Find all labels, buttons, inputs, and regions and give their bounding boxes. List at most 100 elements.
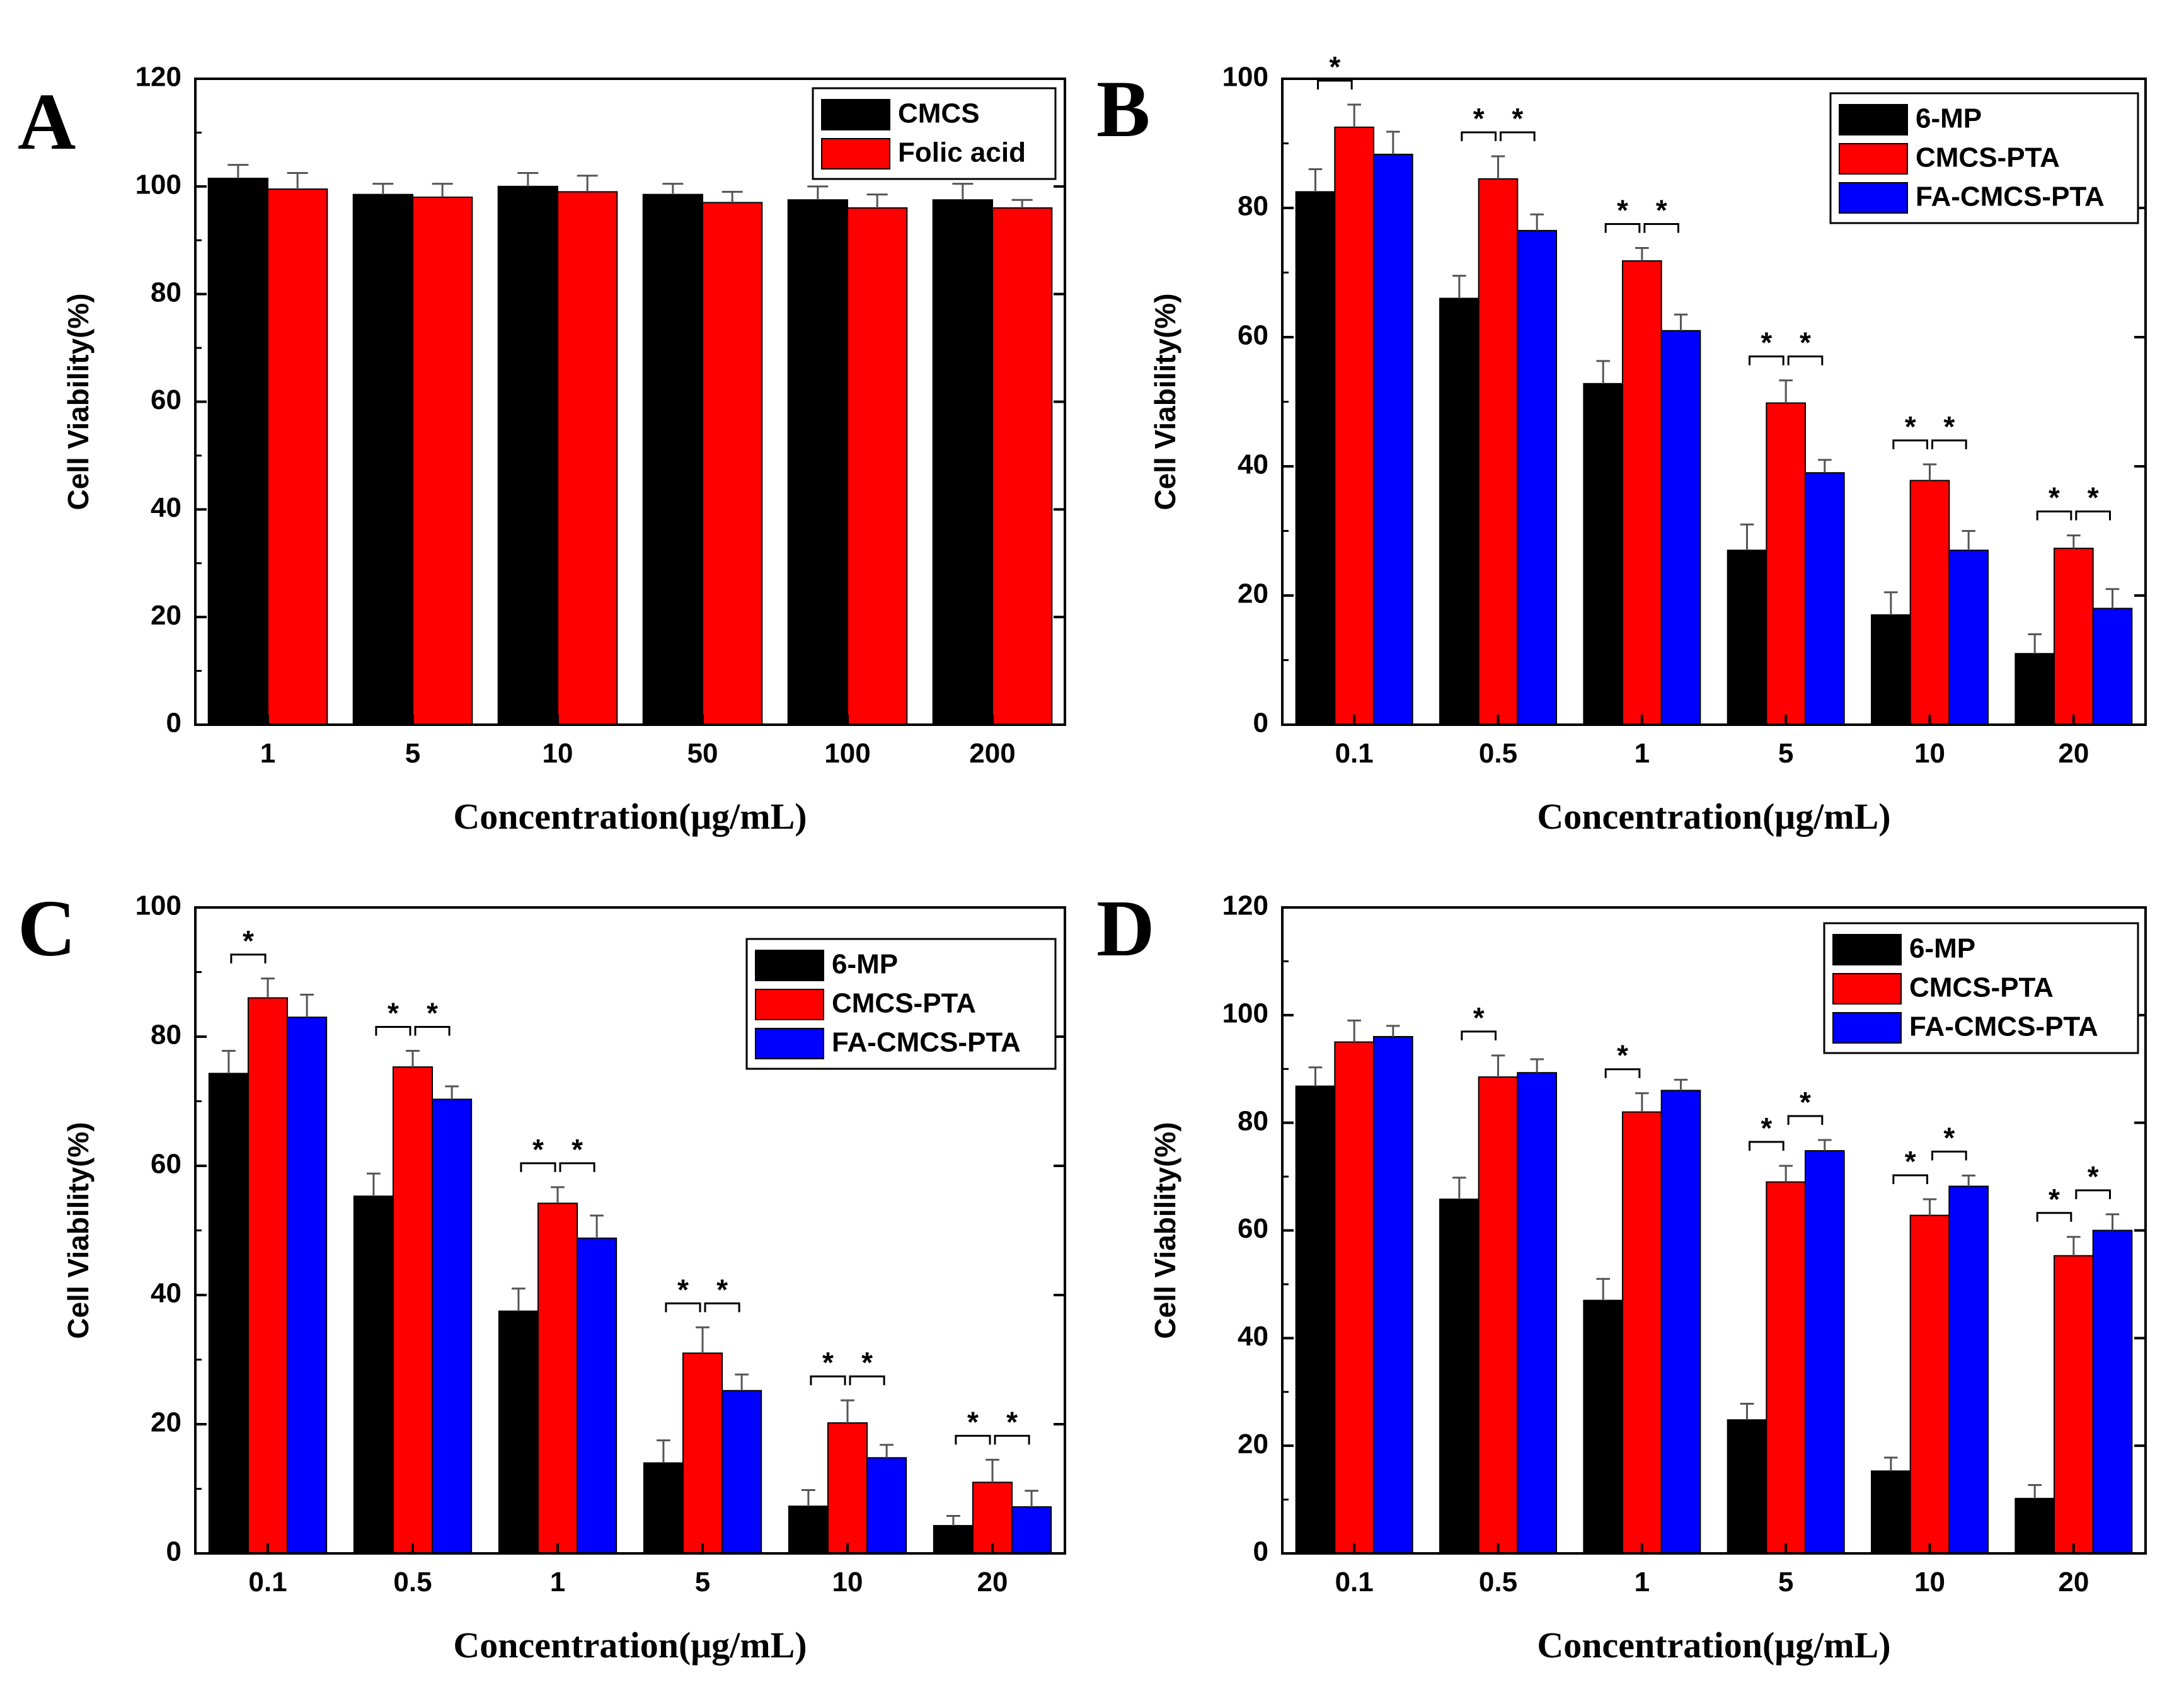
error-bar	[880, 1444, 894, 1458]
significance-bracket: *	[1643, 194, 1679, 233]
error-bar	[1962, 1174, 1975, 1187]
error-bar	[372, 183, 394, 195]
error-bar	[1818, 1139, 1832, 1151]
bar-folic-acid-5	[412, 196, 473, 725]
legend-swatch	[755, 1028, 824, 1059]
error-bar	[1922, 463, 1937, 481]
error-bar	[261, 977, 275, 998]
significance-bracket: *	[849, 1346, 885, 1386]
bar-cmcs-pta-0_1	[1334, 126, 1374, 725]
bar-cmcs-pta-0_5	[392, 1066, 434, 1555]
error-bar	[1530, 213, 1544, 231]
error-bar	[2028, 633, 2042, 654]
bar-cmcs-50	[642, 193, 704, 726]
x-tick-label: 20	[2058, 738, 2089, 769]
error-bar	[300, 993, 314, 1018]
panel-letter: D	[1096, 884, 1154, 973]
error-bar	[1596, 1277, 1610, 1301]
error-bar	[1962, 530, 1975, 551]
y-tick-label: 60	[1238, 1213, 1268, 1244]
panel-letter: B	[1096, 64, 1150, 154]
significance-star: *	[1656, 194, 1667, 227]
legend: 6-MP CMCS-PTA FA-CMCS-PTA	[745, 938, 1057, 1070]
error-bar	[1596, 360, 1610, 384]
legend-swatch	[1832, 973, 1902, 1005]
significance-bracket: *	[955, 1405, 991, 1445]
error-bar	[1922, 1198, 1937, 1216]
significance-star: *	[1617, 194, 1628, 227]
legend: CMCS Folic acid	[812, 87, 1057, 180]
error-bar	[1011, 199, 1033, 208]
y-tick-label: 0	[1253, 1536, 1268, 1567]
significance-star: *	[2088, 481, 2099, 514]
significance-star: *	[1761, 326, 1772, 359]
legend-swatch	[821, 138, 890, 170]
significance-bracket: *	[375, 997, 411, 1036]
significance-bracket: *	[2036, 481, 2072, 521]
y-tick-label: 80	[151, 1020, 181, 1051]
significance-bracket: *	[704, 1273, 740, 1313]
error-bar	[1530, 1058, 1544, 1073]
y-tick-label: 60	[151, 384, 181, 415]
bar-fa-cmcs-pta-0_1	[1372, 1036, 1413, 1554]
y-tick-label: 20	[151, 600, 181, 631]
panel-b: B * * * * * * * * * * * 0 20 40 60 80 100 0.1 0.5 1 5 10 20 Cell…	[1096, 50, 2147, 837]
bar-fa-cmcs-pta-20	[1011, 1506, 1052, 1554]
error-bar	[577, 175, 598, 192]
significance-bracket: *	[559, 1133, 595, 1172]
significance-star: *	[1329, 50, 1340, 83]
legend-label: 6-MP	[1909, 933, 1975, 964]
significance-star: *	[2088, 1160, 2099, 1193]
significance-bracket: *	[1461, 102, 1497, 141]
significance-star: *	[1943, 410, 1955, 443]
error-bar	[1740, 1403, 1754, 1420]
bar-fa-cmcs-pta-10	[1948, 1185, 1989, 1555]
error-bar	[1347, 1019, 1361, 1042]
bar-6-mp-5	[1727, 1419, 1767, 1555]
panel-letter: A	[18, 77, 76, 166]
legend-swatch	[1839, 182, 1908, 214]
significance-bracket: *	[414, 997, 451, 1036]
x-tick-label: 5	[1778, 1567, 1793, 1598]
y-tick-label: 80	[151, 277, 181, 308]
significance-star: *	[1006, 1405, 1018, 1438]
bar-fa-cmcs-pta-10	[1948, 550, 1989, 725]
bar-cmcs-pta-0_5	[1478, 178, 1519, 725]
bar-cmcs-pta-20	[972, 1482, 1013, 1554]
bar-fa-cmcs-pta-5	[721, 1390, 762, 1554]
legend-swatch	[821, 99, 890, 130]
error-bar	[222, 1050, 236, 1074]
error-bar	[802, 1489, 815, 1507]
bar-fa-cmcs-pta-1	[1660, 330, 1701, 725]
error-bar	[406, 1050, 420, 1068]
significance-bracket: *	[230, 924, 267, 964]
significance-bracket: *	[1787, 1086, 1824, 1125]
x-tick-label: 1	[1635, 1567, 1650, 1598]
bar-6-mp-1	[1583, 1299, 1624, 1555]
bar-6-mp-0_1	[1295, 1085, 1336, 1555]
x-tick-label: 0.1	[248, 1567, 287, 1598]
bar-folic-acid-100	[847, 207, 908, 725]
significance-bracket: *	[994, 1405, 1030, 1445]
panel-d: D * * * * * * * * 0 20 40 60 80 100 120 0.1 0.5 1 5 10 20 Cell…	[1096, 884, 2147, 1666]
y-tick-label: 60	[1238, 320, 1268, 351]
significance-bracket: *	[1749, 1112, 1785, 1151]
significance-bracket: *	[1892, 1145, 1928, 1184]
significance-bracket: *	[2036, 1183, 2072, 1222]
legend: 6-MP CMCS-PTA FA-CMCS-PTA	[1829, 92, 2139, 224]
error-bar	[662, 183, 684, 195]
x-tick-label: 0.5	[1479, 738, 1517, 769]
legend-swatch	[1839, 104, 1908, 135]
error-bar	[657, 1439, 670, 1463]
x-tick-label: 10	[832, 1567, 863, 1598]
y-tick-label: 20	[1238, 1429, 1268, 1460]
legend-swatch	[755, 950, 824, 981]
bar-fa-cmcs-pta-0_5	[1517, 229, 1557, 725]
x-tick-label: 5	[1778, 738, 1793, 769]
error-bar	[986, 1458, 999, 1483]
y-tick-label: 100	[135, 890, 181, 921]
y-tick-label: 80	[1238, 191, 1268, 222]
bar-6-mp-0_1	[208, 1073, 249, 1555]
bar-fa-cmcs-pta-0_1	[287, 1016, 328, 1554]
